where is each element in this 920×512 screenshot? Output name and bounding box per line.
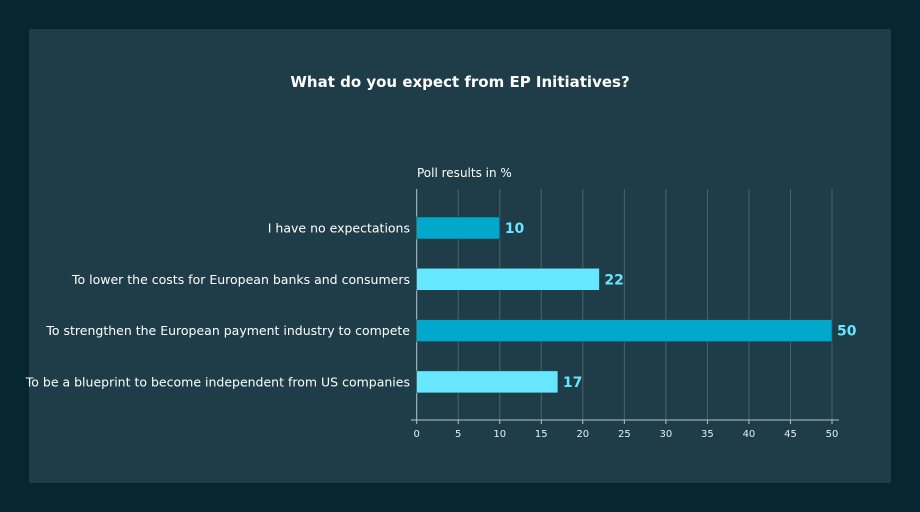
bar bbox=[416, 370, 559, 394]
category-label: To strengthen the European payment indus… bbox=[45, 323, 410, 338]
x-tick-label: 10 bbox=[493, 429, 506, 440]
bar bbox=[416, 216, 501, 240]
x-tick-label: 20 bbox=[576, 429, 589, 440]
x-tick-label: 25 bbox=[618, 429, 631, 440]
category-label: I have no expectations bbox=[268, 221, 410, 236]
x-tick-label: 45 bbox=[784, 429, 797, 440]
x-tick-label: 40 bbox=[743, 429, 756, 440]
x-tick-label: 0 bbox=[414, 429, 420, 440]
data-label: 17 bbox=[563, 375, 582, 391]
data-label: 50 bbox=[837, 324, 857, 340]
category-label: To lower the costs for European banks an… bbox=[71, 272, 410, 287]
data-label: 22 bbox=[604, 272, 623, 288]
data-label: 10 bbox=[505, 221, 525, 237]
bar bbox=[416, 268, 600, 291]
x-tick-label: 35 bbox=[701, 429, 714, 440]
x-tick-label: 50 bbox=[826, 429, 839, 440]
chart-title: What do you expect from EP Initiatives? bbox=[290, 73, 630, 91]
x-tick-label: 15 bbox=[535, 429, 548, 440]
bar bbox=[416, 319, 833, 342]
x-tick-label: 5 bbox=[455, 429, 461, 440]
chart-card bbox=[29, 29, 891, 483]
chart-subtitle: Poll results in % bbox=[417, 166, 512, 180]
category-label: To be a blueprint to become independent … bbox=[25, 374, 410, 389]
x-tick-label: 30 bbox=[660, 429, 673, 440]
